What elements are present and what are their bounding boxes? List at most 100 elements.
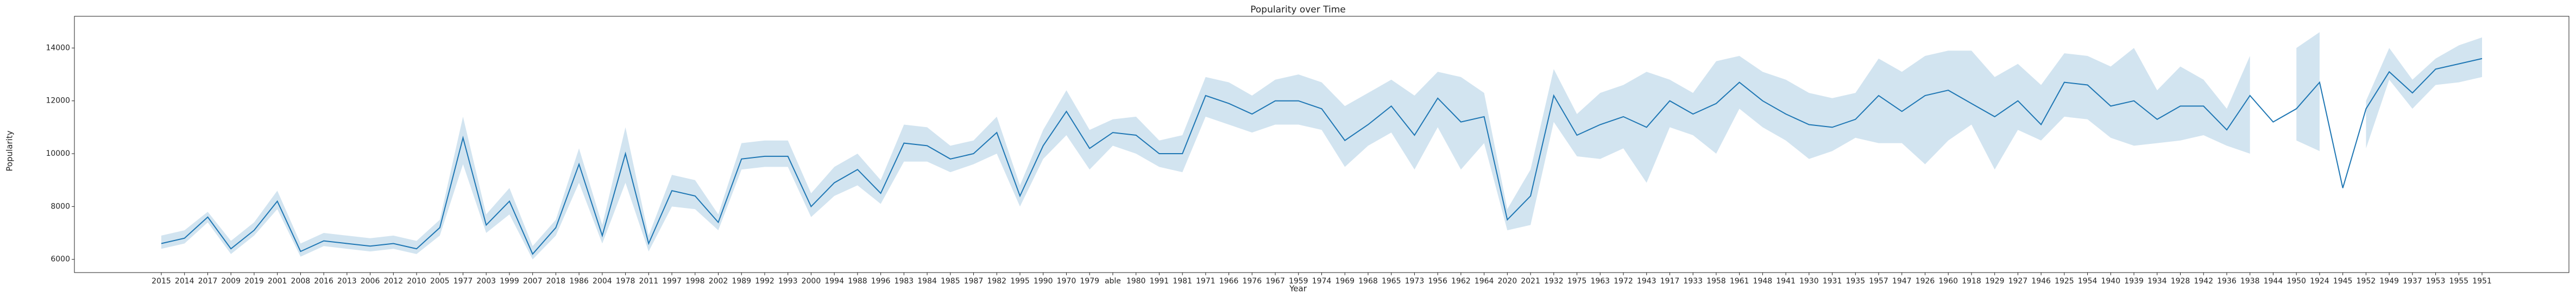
x-tick-label: 1951 [2472,277,2492,286]
x-tick-label: 2007 [523,277,543,286]
x-tick-label: 2018 [546,277,566,286]
x-tick-label: 1946 [2031,277,2051,286]
x-tick-label: 1948 [1753,277,1773,286]
x-tick-label: 1982 [987,277,1006,286]
x-tick-label: 1992 [755,277,774,286]
x-tick-label: 2006 [361,277,380,286]
x-tick-label: 1936 [2217,277,2237,286]
x-tick-label: 1988 [848,277,867,286]
x-tick-label: 1932 [1544,277,1564,286]
x-tick-label: 1987 [964,277,984,286]
x-tick-label: 1933 [1683,277,1703,286]
x-tick-label: 1949 [2379,277,2399,286]
x-tick-label: 1950 [2287,277,2306,286]
x-tick-label: 1990 [1034,277,1053,286]
x-tick-label: 1980 [1126,277,1146,286]
x-tick-label: 2013 [337,277,357,286]
x-tick-label: 1998 [685,277,705,286]
x-tick-label: 1928 [2171,277,2190,286]
x-tick-label: 1977 [454,277,473,286]
x-tick-label: 1984 [917,277,937,286]
x-tick-label: 1925 [2055,277,2074,286]
x-tick-label: 1926 [1916,277,1935,286]
x-tick-label: 1943 [1637,277,1657,286]
x-tick-label: 2019 [244,277,264,286]
x-tick-label: 1972 [1614,277,1633,286]
x-tick-label: 2020 [1498,277,1517,286]
x-tick-label: 1954 [2078,277,2098,286]
y-axis-label: Popularity [5,130,15,171]
x-tick-label: 1917 [1660,277,1680,286]
x-tick-label: 1956 [1428,277,1447,286]
x-tick-label: 2003 [476,277,496,286]
x-tick-label: 1983 [895,277,914,286]
plot-frame [74,16,2569,273]
x-tick-label: 1967 [1265,277,1285,286]
x-tick-label: 1991 [1150,277,1169,286]
x-tick-label: 2002 [709,277,728,286]
x-tick-label: 1970 [1057,277,1076,286]
x-tick-label: 1961 [1730,277,1749,286]
x-tick-label: 1996 [871,277,891,286]
x-tick-label: 1962 [1451,277,1471,286]
x-tick-label: 1979 [1080,277,1099,286]
x-tick-label: 1985 [941,277,960,286]
x-tick-label: 1994 [824,277,844,286]
x-tick-label: 1918 [1962,277,1981,286]
x-tick-label: 1964 [1475,277,1494,286]
x-tick-label: 2010 [407,277,426,286]
x-tick-label: 2015 [152,277,171,286]
x-tick-label: 2014 [175,277,194,286]
x-tick-label: 1986 [569,277,589,286]
x-tick-label: 2000 [802,277,821,286]
x-tick-label: 1963 [1590,277,1610,286]
y-tick-label: 8000 [51,202,70,211]
x-tick-label: able [1105,277,1121,286]
x-tick-label: 1968 [1358,277,1378,286]
x-tick-label: 2005 [430,277,450,286]
x-tick-label: 1944 [2264,277,2283,286]
x-tick-label: 1973 [1405,277,1425,286]
x-tick-label: 1934 [2147,277,2167,286]
x-tick-label: 2021 [1521,277,1540,286]
x-tick-label: 1947 [1892,277,1912,286]
x-tick-label: 2016 [314,277,333,286]
x-tick-label: 1935 [1846,277,1865,286]
x-tick-label: 2001 [268,277,287,286]
confidence-band [161,48,2250,260]
x-tick-label: 1993 [778,277,798,286]
x-tick-label: 1941 [1776,277,1796,286]
x-tick-label: 2009 [221,277,241,286]
x-axis-label: Year [1289,284,1307,294]
x-tick-label: 1995 [1010,277,1030,286]
x-tick-label: 1953 [2426,277,2446,286]
y-tick-label: 6000 [51,255,70,264]
x-tick-label: 1958 [1706,277,1726,286]
x-tick-label: 1976 [1242,277,1262,286]
x-tick-label: 1940 [2101,277,2120,286]
x-tick-label: 1969 [1335,277,1355,286]
chart-title: Popularity over Time [1250,4,1346,15]
x-tick-label: 1989 [732,277,751,286]
x-tick-label: 2017 [198,277,218,286]
line [161,58,2483,255]
x-tick-label: 1939 [2124,277,2144,286]
x-tick-label: 1966 [1219,277,1239,286]
x-tick-label: 1924 [2310,277,2329,286]
x-tick-label: 2012 [383,277,403,286]
x-tick-label: 1974 [1312,277,1332,286]
x-tick-label: 1978 [616,277,635,286]
y-tick-label: 10000 [46,149,70,158]
x-tick-label: 1938 [2240,277,2260,286]
confidence-band [2296,32,2320,151]
x-tick-label: 1945 [2333,277,2353,286]
y-tick-label: 12000 [46,97,70,105]
x-tick-label: 1930 [1799,277,1819,286]
x-tick-label: 1929 [1985,277,2005,286]
x-tick-label: 1937 [2403,277,2422,286]
x-tick-label: 1997 [662,277,682,286]
x-tick-label: 1959 [1289,277,1308,286]
x-tick-label: 2011 [639,277,659,286]
x-tick-label: 1952 [2357,277,2376,286]
